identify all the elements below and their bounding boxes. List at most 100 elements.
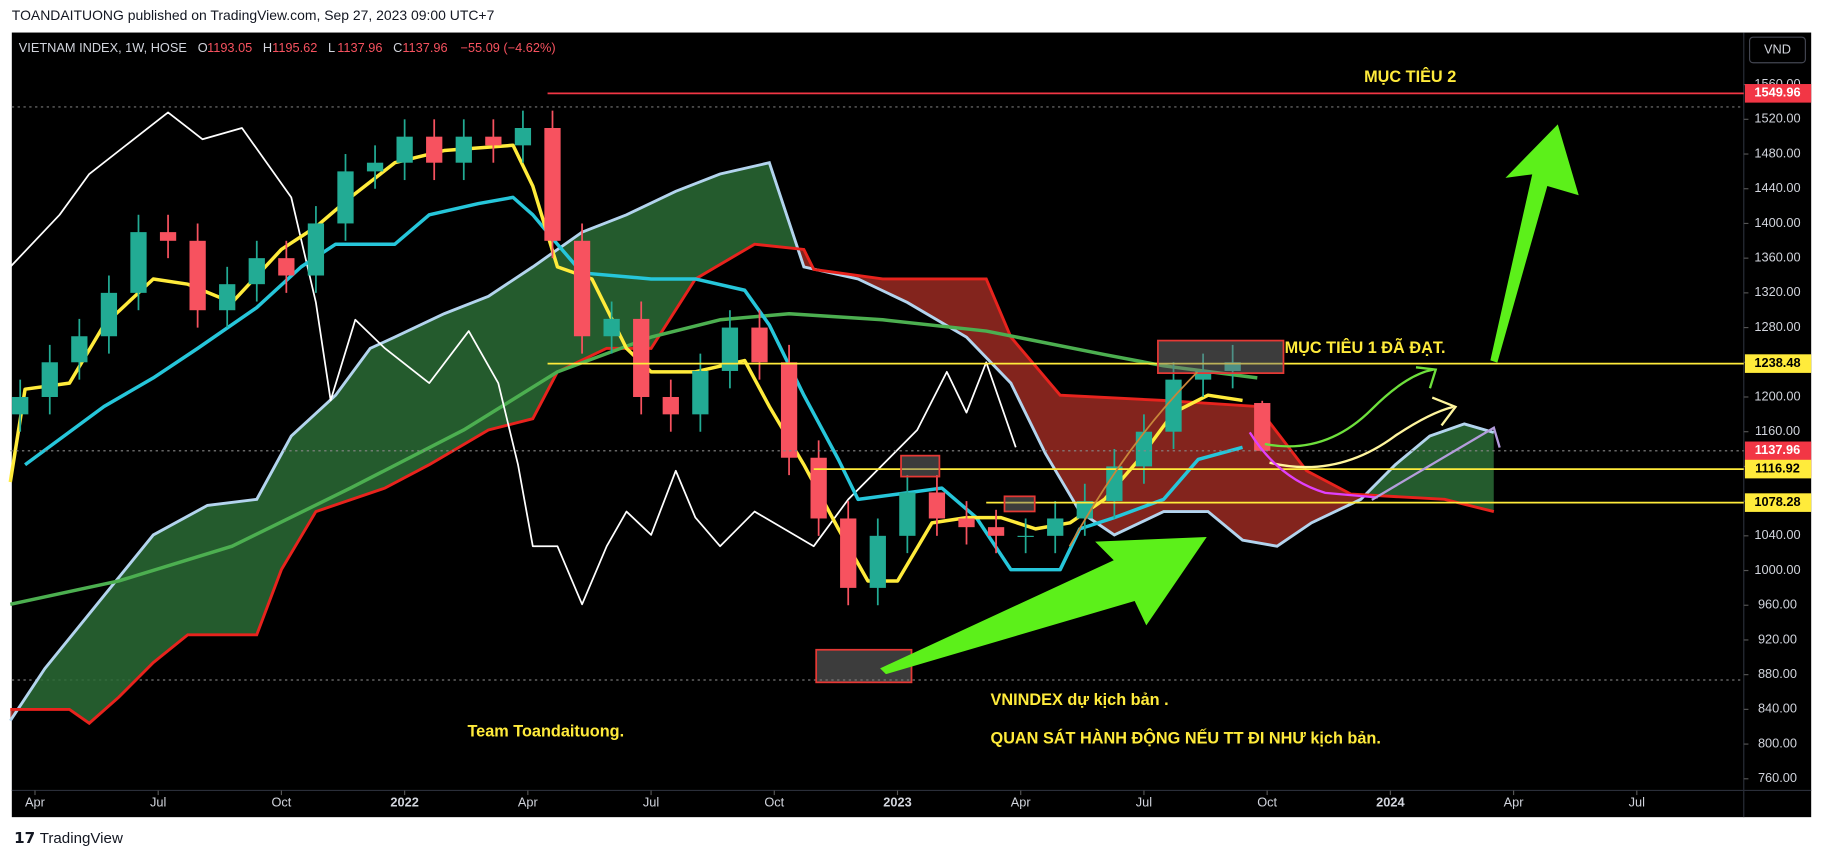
- footer-brand: TradingView: [40, 830, 123, 847]
- scenario-curve: [1269, 405, 1454, 469]
- scenario-curve: [1264, 368, 1434, 448]
- candle-body: [366, 162, 384, 172]
- x-tick-label: 2024: [1376, 795, 1405, 810]
- indicator-line: [9, 311, 1258, 607]
- price-label-box: [1744, 354, 1812, 373]
- legend: VIETNAM INDEX, 1W, HOSE O 1193.05 H 1195.62…: [19, 40, 556, 55]
- candle-body: [278, 258, 295, 276]
- y-tick-label: 840.00: [1758, 701, 1797, 716]
- x-tick-label: Apr: [25, 795, 46, 810]
- candle-body: [337, 171, 354, 224]
- scenario-curve: [1248, 431, 1378, 499]
- price-label-box: [1744, 84, 1812, 103]
- y-tick-label: 1200.00: [1754, 388, 1800, 403]
- currency[interactable]: VND: [1764, 41, 1791, 56]
- legend-label: C: [393, 40, 402, 55]
- candle-body: [41, 362, 58, 397]
- box: [900, 454, 941, 478]
- x-tick-label: Oct: [764, 795, 784, 810]
- x-tick-label: Apr: [1504, 795, 1525, 810]
- arrow: [1490, 124, 1579, 363]
- candle-body: [514, 127, 532, 146]
- logo-mark: 𝟭𝟳: [14, 830, 35, 847]
- candle-body: [1106, 466, 1123, 502]
- candle-body: [751, 327, 768, 363]
- cloud-span: [9, 161, 1495, 722]
- x-tick-label: Apr: [518, 795, 539, 810]
- candle-body: [71, 336, 88, 363]
- candle-body: [130, 232, 147, 293]
- y-tick-label: 760.00: [1758, 770, 1797, 785]
- currency-button[interactable]: [1748, 36, 1806, 64]
- candle-body: [840, 518, 857, 588]
- candle-body: [12, 396, 29, 415]
- candle-body: [1165, 379, 1182, 432]
- indicator-line: [24, 195, 1244, 572]
- candle-body: [810, 457, 827, 519]
- candle-body: [1047, 518, 1064, 536]
- candle-body: [1135, 431, 1153, 467]
- y-tick-label: 1360.00: [1754, 250, 1800, 265]
- y-tick-label: 880.00: [1758, 666, 1797, 681]
- candle-body: [219, 284, 236, 311]
- price-label: 1078.28: [1754, 494, 1800, 509]
- candle-body: [100, 292, 118, 337]
- arrow-head: [1415, 366, 1438, 389]
- indicator-line: [9, 111, 1017, 606]
- candle-body: [780, 362, 798, 458]
- annotation: VNINDEX dự kịch bản .: [991, 691, 1169, 709]
- x-tick-label: 2022: [390, 795, 418, 810]
- price-label-box: [1744, 493, 1812, 512]
- price-label: 1116.92: [1755, 460, 1800, 475]
- candle-body: [899, 492, 916, 536]
- candle-body: [1194, 370, 1212, 380]
- price-label-box: [1744, 459, 1812, 479]
- candle-body: [248, 258, 265, 285]
- legend-value: 1137.96: [337, 40, 382, 55]
- candle-body: [603, 318, 620, 337]
- box: [1003, 495, 1036, 513]
- candle-body: [662, 396, 679, 415]
- legend-value: 1137.96: [402, 40, 447, 55]
- candle-body: [1017, 535, 1034, 537]
- annotation: MỤC TIÊU 1 ĐÃ ĐẠT.: [1285, 337, 1446, 357]
- y-tick-label: 1040.00: [1754, 527, 1800, 542]
- candle-body: [633, 318, 650, 397]
- y-tick-label: 1000.00: [1754, 562, 1800, 577]
- price-label: 1549.96: [1754, 85, 1800, 100]
- plot: 760.00 800.00 840.00 880.00 920.00 960.00 1000…: [8, 76, 1812, 810]
- candle-body: [426, 136, 443, 163]
- arrow: [880, 537, 1207, 675]
- y-tick-label: 1160.00: [1755, 423, 1800, 438]
- candle-body: [159, 232, 177, 241]
- x-tick-label: Oct: [271, 795, 291, 810]
- x-tick-label: Jul: [150, 795, 166, 810]
- x-tick-label: Apr: [1011, 795, 1032, 810]
- x-tick-label: Jul: [1629, 795, 1645, 810]
- y-tick-label: 920.00: [1758, 631, 1797, 646]
- legend-label: H: [263, 40, 272, 55]
- legend-value: 1195.62: [272, 40, 317, 55]
- candle-body: [1254, 403, 1271, 451]
- footer-logo: 𝟭𝟳: [14, 830, 35, 847]
- price-label: 1137.96: [1755, 442, 1800, 457]
- y-tick-label: 1440.00: [1754, 180, 1800, 195]
- candle-body: [987, 527, 1005, 536]
- y-tick-label: 1520.00: [1754, 111, 1800, 126]
- candle-body: [928, 492, 946, 519]
- y-tick-label: 1280.00: [1754, 319, 1800, 334]
- candle-body: [573, 240, 591, 337]
- arrow-head: [1431, 396, 1458, 427]
- annotation: QUAN SÁT HÀNH ĐỘNG NẾU TT ĐI NHƯ kịch bả…: [991, 729, 1381, 748]
- publisher-line: TOANDAITUONG published on TradingView.co…: [12, 7, 495, 23]
- symbol: VIETNAM INDEX, 1W, HOSE: [19, 40, 187, 55]
- x-tick-label: Jul: [1136, 795, 1152, 810]
- candle-body: [544, 127, 561, 241]
- trend-curve: [1068, 371, 1199, 547]
- price-label: 1238.48: [1754, 355, 1800, 370]
- y-tick-label: 1320.00: [1754, 284, 1800, 299]
- y-tick-label: 960.00: [1758, 597, 1797, 612]
- indicator-line: [8, 143, 1243, 583]
- scenario-curve: [1371, 425, 1501, 501]
- legend-label: O: [198, 40, 208, 55]
